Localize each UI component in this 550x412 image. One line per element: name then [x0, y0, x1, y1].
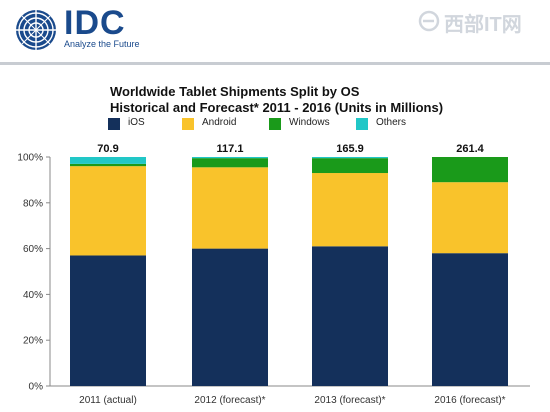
bar-segment-ios: [192, 248, 268, 386]
legend-swatch: [269, 118, 281, 130]
legend-swatch: [182, 118, 194, 130]
bar-segment-windows: [192, 158, 268, 168]
bar-segment-others: [70, 157, 146, 164]
header-banner: IDC Analyze the Future 西部IT网: [0, 0, 550, 62]
y-tick-label: 20%: [23, 336, 43, 347]
legend-swatch: [108, 118, 120, 130]
x-tick-label: 2013 (forecast)*: [314, 395, 385, 406]
globe-icon: [16, 10, 56, 50]
y-tick-label: 40%: [23, 290, 43, 301]
chart-legend: iOS Android Windows Others: [0, 116, 550, 132]
legend-label: Windows: [289, 117, 330, 128]
legend-label: Android: [202, 117, 237, 128]
bar-segment-windows: [432, 157, 508, 183]
bar-segment-android: [70, 166, 146, 256]
legend-label: iOS: [128, 117, 145, 128]
watermark: 西部IT网: [418, 8, 538, 36]
header-divider: [0, 62, 550, 65]
bar-segment-others: [192, 157, 268, 159]
legend-swatch: [356, 118, 368, 130]
y-tick-label: 0%: [29, 382, 44, 393]
watermark-e-icon: [418, 10, 440, 32]
logo-tagline: Analyze the Future: [64, 39, 140, 49]
bar-segment-windows: [312, 158, 388, 174]
legend-label: Others: [376, 117, 407, 128]
x-tick-label: 2012 (forecast)*: [194, 395, 265, 406]
bar-total-label: 70.9: [97, 143, 118, 155]
y-tick-label: 80%: [23, 198, 43, 209]
y-tick-label: 100%: [17, 153, 43, 164]
bar-segment-ios: [432, 253, 508, 386]
bar-segment-ios: [312, 246, 388, 386]
watermark-text: 西部IT网: [444, 14, 522, 36]
bar-total-label: 261.4: [456, 143, 484, 155]
chart-title: Worldwide Tablet Shipments Split by OS: [110, 84, 360, 99]
idc-logo[interactable]: IDC Analyze the Future: [14, 4, 214, 56]
bar-segment-ios: [70, 255, 146, 386]
bar-total-label: 165.9: [336, 143, 364, 155]
chart-title-block: Worldwide Tablet Shipments Split by OS H…: [110, 84, 443, 116]
x-tick-label: 2016 (forecast)*: [434, 395, 505, 406]
x-tick-label: 2011 (actual): [79, 395, 137, 406]
bar-segment-android: [432, 182, 508, 254]
y-tick-label: 60%: [23, 244, 43, 255]
bar-segment-windows: [70, 163, 146, 167]
bar-total-label: 117.1: [217, 143, 244, 155]
chart-subtitle: Historical and Forecast* 2011 - 2016 (Un…: [110, 100, 444, 115]
logo-text: IDC: [64, 4, 126, 42]
bar-segment-android: [192, 167, 268, 249]
bar-segment-android: [312, 173, 388, 247]
bar-segment-others: [312, 157, 388, 159]
